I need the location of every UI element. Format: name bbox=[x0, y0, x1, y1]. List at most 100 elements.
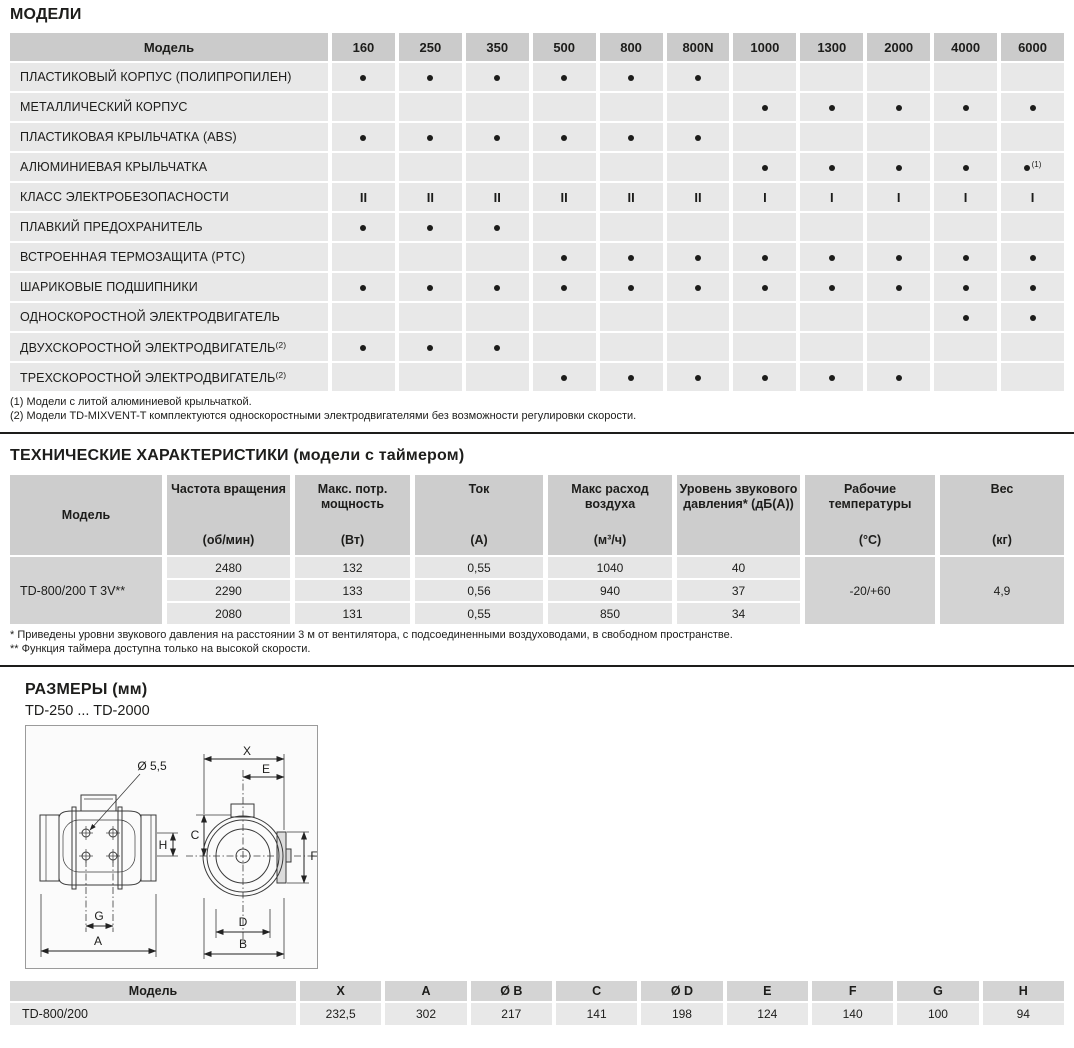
feature-dot bbox=[828, 284, 835, 291]
feature-value-cell bbox=[800, 243, 864, 271]
feature-dot bbox=[628, 134, 635, 141]
feature-value-cell bbox=[666, 243, 730, 271]
feature-value-cell bbox=[666, 93, 730, 121]
weight-cell: 4,9 bbox=[940, 557, 1064, 624]
tech-table-body: TD-800/200 T 3V** 2480 132 0,55 1040 40 -20/+6… bbox=[10, 557, 1064, 624]
tech-col-header: Вес (кг) bbox=[940, 475, 1064, 555]
dimension-col-header: Ø B bbox=[470, 981, 552, 1001]
tech-value-cell: 2290 bbox=[167, 580, 290, 601]
tech-col-header: Уровень звукового давления* (дБ(А)) bbox=[677, 475, 800, 555]
models-col-header: 350 bbox=[465, 33, 529, 61]
models-col-header: 160 bbox=[332, 33, 395, 61]
feature-value-cell: II bbox=[666, 183, 730, 211]
feature-label-cell: ПЛАСТИКОВЫЙ КОРПУС (ПОЛИПРОПИЛЕН) bbox=[10, 63, 328, 91]
class-value: II bbox=[627, 189, 635, 205]
model-range: TD-250 ... TD-2000 bbox=[25, 703, 150, 719]
feature-dot bbox=[895, 284, 902, 291]
class-value: II bbox=[426, 189, 434, 205]
footnote-marker: (2) bbox=[275, 339, 287, 350]
class-value: I bbox=[896, 189, 901, 205]
feature-value-cell bbox=[532, 333, 596, 361]
feature-value-cell bbox=[465, 333, 529, 361]
feature-dot bbox=[427, 284, 434, 291]
feature-dot bbox=[1029, 104, 1036, 111]
feature-value-cell bbox=[398, 153, 462, 181]
tech-value-cell: 0,55 bbox=[415, 557, 543, 578]
class-value: I bbox=[1030, 189, 1035, 205]
tech-header-row: Модель Частота вращения (об/мин) Макс. потр… bbox=[10, 475, 1064, 555]
feature-value-cell bbox=[465, 123, 529, 151]
models-row: ДВУХСКОРОСТНОЙ ЭЛЕКТРОДВИГАТЕЛЬ(2) bbox=[10, 333, 1064, 361]
feature-dot bbox=[628, 374, 635, 381]
models-col-header: Модель bbox=[10, 33, 328, 61]
models-col-header: 800 bbox=[599, 33, 663, 61]
models-col-header: 1000 bbox=[733, 33, 797, 61]
feature-dot bbox=[561, 374, 568, 381]
feature-value-cell bbox=[332, 63, 395, 91]
feature-dot bbox=[694, 254, 701, 261]
feature-value-cell bbox=[733, 243, 797, 271]
tech-data-row: TD-800/200 T 3V** 2480 132 0,55 1040 40 -20/+6… bbox=[10, 557, 1064, 624]
feature-value-cell bbox=[934, 333, 998, 361]
feature-dot bbox=[828, 254, 835, 261]
tech-value-cell: 850 bbox=[548, 603, 672, 624]
feature-dot bbox=[828, 164, 835, 171]
feature-value-cell bbox=[599, 243, 663, 271]
tech-header-unit: (об/мин) bbox=[202, 533, 255, 547]
feature-value-cell bbox=[666, 303, 730, 331]
feature-value-cell bbox=[733, 63, 797, 91]
models-footnote-1: (1) Модели с литой алюминиевой крыльчатк… bbox=[10, 396, 252, 408]
feature-value-cell bbox=[666, 273, 730, 301]
feature-value-cell bbox=[332, 333, 395, 361]
tech-header-name: Частота вращения bbox=[171, 482, 286, 496]
feature-value-cell bbox=[465, 63, 529, 91]
feature-value-cell bbox=[934, 363, 998, 391]
feature-value-cell bbox=[465, 243, 529, 271]
feature-label-cell: ВСТРОЕННАЯ ТЕРМОЗАЩИТА (PTC) bbox=[10, 243, 328, 271]
feature-value-cell bbox=[800, 303, 864, 331]
feature-value-cell bbox=[733, 273, 797, 301]
feature-value-cell bbox=[599, 153, 663, 181]
models-section-title: МОДЕЛИ bbox=[10, 6, 82, 23]
dimension-value-cell: 198 bbox=[641, 1003, 723, 1025]
feature-value-cell: I bbox=[800, 183, 864, 211]
dimension-col-header: C bbox=[555, 981, 638, 1001]
feature-value-cell bbox=[1001, 63, 1064, 91]
tech-header-name: Макс. потр. мощность bbox=[317, 482, 388, 511]
models-table-wrap: Модель 160 250 350 500 800 800N 1000 1300 2000 400… bbox=[10, 33, 1064, 391]
feature-value-cell: I bbox=[867, 183, 931, 211]
feature-value-cell: II bbox=[332, 183, 395, 211]
models-table-head: Модель 160 250 350 500 800 800N 1000 1300 2000 400… bbox=[10, 33, 1064, 61]
feature-value-cell bbox=[398, 333, 462, 361]
dimension-value-cell: 141 bbox=[555, 1003, 638, 1025]
feature-value-cell bbox=[1001, 123, 1064, 151]
tech-value-cell: 940 bbox=[548, 580, 672, 601]
feature-value-cell bbox=[465, 153, 529, 181]
tech-table: Модель Частота вращения (об/мин) Макс. потр… bbox=[10, 475, 1064, 624]
feature-value-cell bbox=[398, 63, 462, 91]
feature-dot bbox=[694, 134, 701, 141]
feature-value-cell bbox=[465, 93, 529, 121]
tech-value-cell: 132 bbox=[295, 557, 410, 578]
feature-value-cell bbox=[398, 273, 462, 301]
feature-dot bbox=[561, 74, 568, 81]
feature-value-cell bbox=[532, 363, 596, 391]
junction-box-front bbox=[230, 803, 255, 818]
dim-f-label: F bbox=[310, 849, 317, 863]
feature-value-cell bbox=[666, 63, 730, 91]
flange-bar-left bbox=[71, 806, 77, 890]
dim-g-label: G bbox=[94, 909, 103, 923]
feature-dot bbox=[694, 74, 701, 81]
feature-dot bbox=[1023, 164, 1030, 171]
feature-dot bbox=[1029, 284, 1036, 291]
feature-value-cell bbox=[867, 303, 931, 331]
models-row: ТРЕХСКОРОСТНОЙ ЭЛЕКТРОДВИГАТЕЛЬ(2) bbox=[10, 363, 1064, 391]
feature-value-cell bbox=[332, 123, 395, 151]
dimension-value-cell: 100 bbox=[897, 1003, 979, 1025]
feature-value-cell bbox=[599, 303, 663, 331]
feature-dot bbox=[761, 284, 768, 291]
models-row: КЛАСС ЭЛЕКТРОБЕЗОПАСНОСТИ II II II II II II I I I… bbox=[10, 183, 1064, 211]
feature-value-cell bbox=[867, 243, 931, 271]
mounting-holes bbox=[79, 826, 120, 863]
dim-a-label: A bbox=[94, 934, 102, 948]
